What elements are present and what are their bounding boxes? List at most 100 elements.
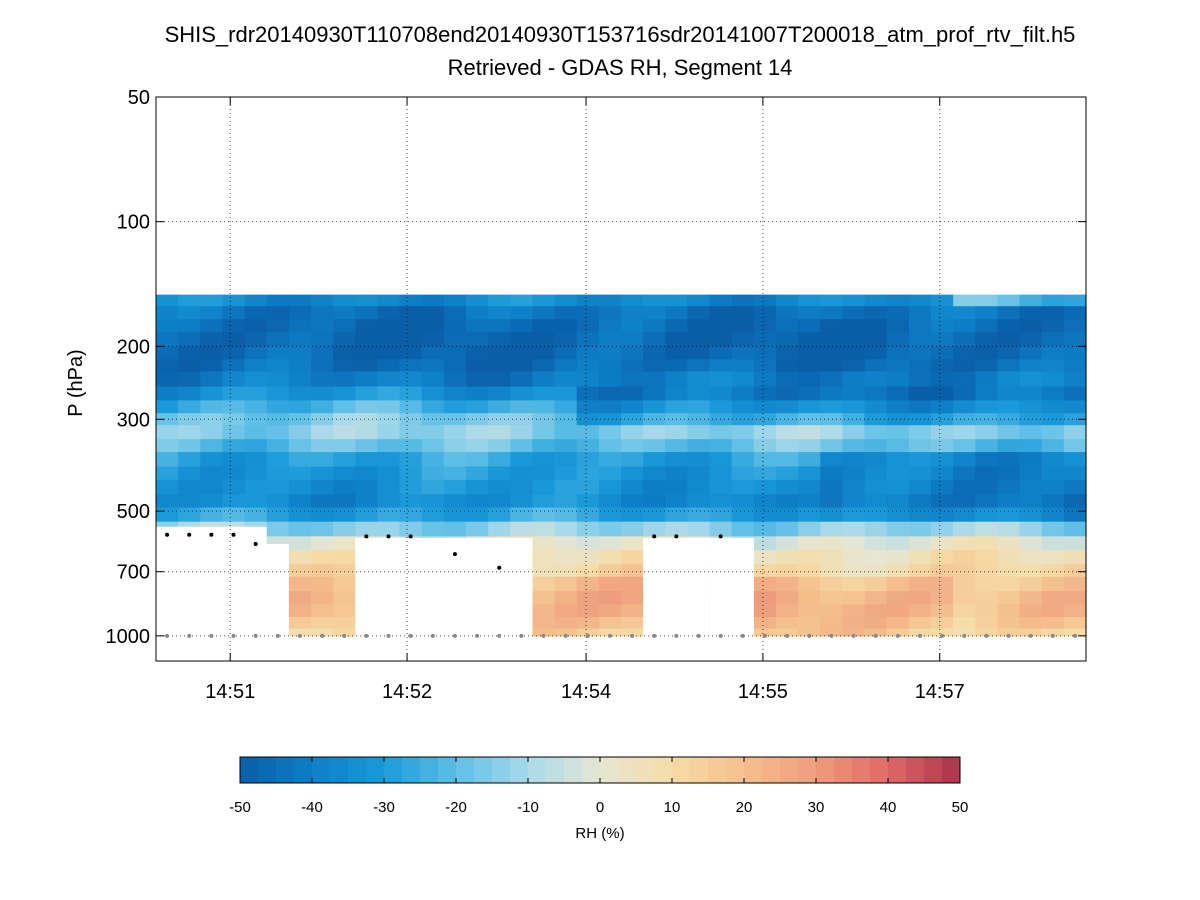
colorbar-swatch [852,757,871,783]
heatmap-cell [466,452,489,468]
heatmap-cell [466,346,489,360]
heatmap-cell [908,494,932,509]
heatmap-cell [399,479,423,495]
heatmap-cell [776,425,799,440]
heatmap-cell [576,452,600,468]
colorbar-swatch [888,757,907,783]
y-tick-label: 1000 [106,626,151,648]
heatmap-cell [333,452,356,468]
heatmap-cell [842,507,866,523]
heatmap-cell [311,616,334,630]
heatmap-cell [621,494,644,509]
heatmap-cell [1019,371,1043,388]
heatmap-cell [576,591,600,606]
heatmap-cell [798,439,821,453]
heatmap-cell [864,549,888,565]
heatmap-cell [598,616,622,630]
heatmap-cell [288,400,312,414]
heatmap-cell [288,346,312,360]
heatmap-cell [1041,616,1065,630]
x-tick-label: 14:55 [738,681,788,703]
heatmap-cell [731,346,755,360]
heatmap-cell [532,439,556,453]
heatmap-cell [355,319,379,333]
heatmap-cell [532,563,556,578]
heatmap-cell [886,494,910,509]
cloud-top-marker [253,541,258,546]
heatmap-cell [820,371,844,388]
heatmap-cell [864,306,888,320]
x-axis: 14:51 14:52 14:54 14:55 14:57 [205,97,965,703]
heatmap-cell [1063,536,1087,551]
heatmap-cell [598,332,622,347]
heatmap-cell [200,319,224,333]
heatmap-cell [377,386,401,401]
surface-pressure-marker [275,633,280,638]
heatmap-cell [333,359,356,373]
heatmap-cell [753,452,777,468]
heatmap-cell [156,425,179,440]
heatmap-cell [798,591,821,606]
heatmap-cell [1041,346,1065,360]
heatmap-cell [886,507,910,523]
heatmap-cell [1063,294,1087,307]
heatmap-cell [975,479,999,495]
cloud-gap [510,566,533,637]
heatmap-cell [753,294,777,307]
heatmap-cell [532,294,556,307]
colorbar-tick-label: -50 [229,799,251,816]
heatmap-cell [687,452,711,468]
heatmap-cell [886,563,910,578]
heatmap-cell [510,413,534,426]
heatmap-cell [731,439,755,453]
heatmap-cell [1019,359,1043,373]
surface-pressure-marker [940,633,945,638]
heatmap-cell [931,616,954,630]
heatmap-cell [311,563,334,578]
colorbar-swatch [456,757,475,783]
heatmap-cell [1041,521,1065,537]
heatmap-cell [975,628,999,637]
heatmap-cell [333,386,356,401]
heatmap-cell [576,628,600,637]
heatmap-cell [554,400,578,414]
heatmap-cell [953,400,976,414]
heatmap-cell [842,294,866,307]
heatmap-cell [156,371,179,388]
heatmap-cell [687,494,711,509]
heatmap-cell [266,507,290,523]
heatmap-cell [510,425,534,440]
heatmap-cell [1041,549,1065,565]
heatmap-cell [421,452,445,468]
heatmap-cell [709,425,733,440]
heatmap-cell [1019,346,1043,360]
heatmap-cell [665,371,689,388]
heatmap-cell [532,549,556,565]
heatmap-cell [886,604,910,618]
heatmap-cell [621,452,644,468]
heatmap-cell [532,576,556,592]
heatmap-cell [997,604,1021,618]
heatmap-cell [421,400,445,414]
x-tick-label: 14:57 [915,681,965,703]
heatmap-cell [908,400,932,414]
heatmap-cell [997,479,1021,495]
heatmap-cell [798,494,821,509]
heatmap-cell [665,439,689,453]
heatmap-cell [488,439,511,453]
heatmap-cell [776,549,799,565]
heatmap-cell [266,494,290,509]
heatmap-cell [776,400,799,414]
heatmap-cell [621,616,644,630]
heatmap-cell [997,371,1021,388]
plot-frame [155,96,1087,662]
heatmap-cell [399,319,423,333]
heatmap-cell [488,413,511,426]
heatmap-cell [798,386,821,401]
colorbar-swatch [870,757,889,783]
heatmap-cell [443,413,467,426]
heatmap-cell [621,591,644,606]
heatmap-cell [864,494,888,509]
heatmap-cell [443,386,467,401]
heatmap-cell [753,494,777,509]
